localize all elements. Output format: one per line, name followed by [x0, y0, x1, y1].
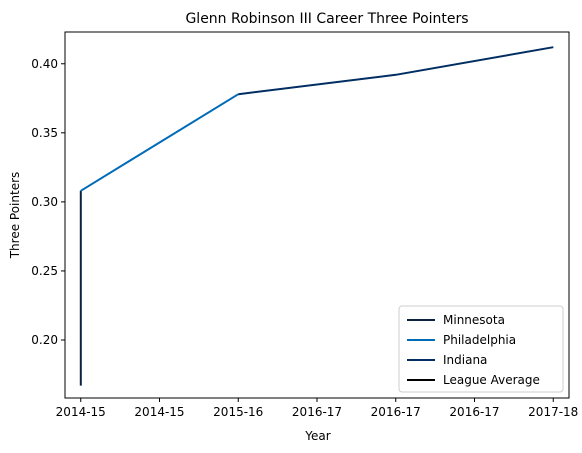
legend-label-1: Philadelphia — [443, 333, 516, 347]
y-axis: 0.20 0.25 0.30 0.35 0.40 — [31, 57, 65, 347]
x-tick-label: 2014-15 — [134, 405, 184, 419]
series-line-1 — [80, 93, 239, 192]
y-tick-label: 0.35 — [31, 126, 58, 140]
y-tick-label: 0.20 — [31, 333, 58, 347]
legend-label-2: Indiana — [443, 353, 487, 367]
chart-title: Glenn Robinson III Career Three Pointers — [185, 11, 468, 27]
series-line-2 — [238, 46, 554, 96]
legend-label-3: League Average — [443, 373, 540, 387]
x-axis: 2014-15 2014-15 2015-16 2016-17 2016-17 2016-… — [56, 398, 578, 419]
x-tick-label: 2017-18 — [528, 405, 578, 419]
plot-area — [79, 46, 554, 386]
legend: Minnesota Philadelphia Indiana League Avera… — [398, 305, 564, 393]
x-tick-label: 2015-16 — [213, 405, 263, 419]
y-tick-label: 0.25 — [31, 264, 58, 278]
y-tick-label: 0.40 — [31, 57, 58, 71]
legend-box — [398, 305, 564, 393]
legend-label-0: Minnesota — [443, 313, 505, 327]
x-axis-label: Year — [304, 429, 330, 443]
y-axis-label: Three Pointers — [8, 172, 22, 260]
x-tick-label: 2016-17 — [371, 405, 421, 419]
y-tick-label: 0.30 — [31, 195, 58, 209]
x-tick-label: 2016-17 — [292, 405, 342, 419]
x-tick-label: 2016-17 — [449, 405, 499, 419]
x-tick-label: 2014-15 — [56, 405, 106, 419]
